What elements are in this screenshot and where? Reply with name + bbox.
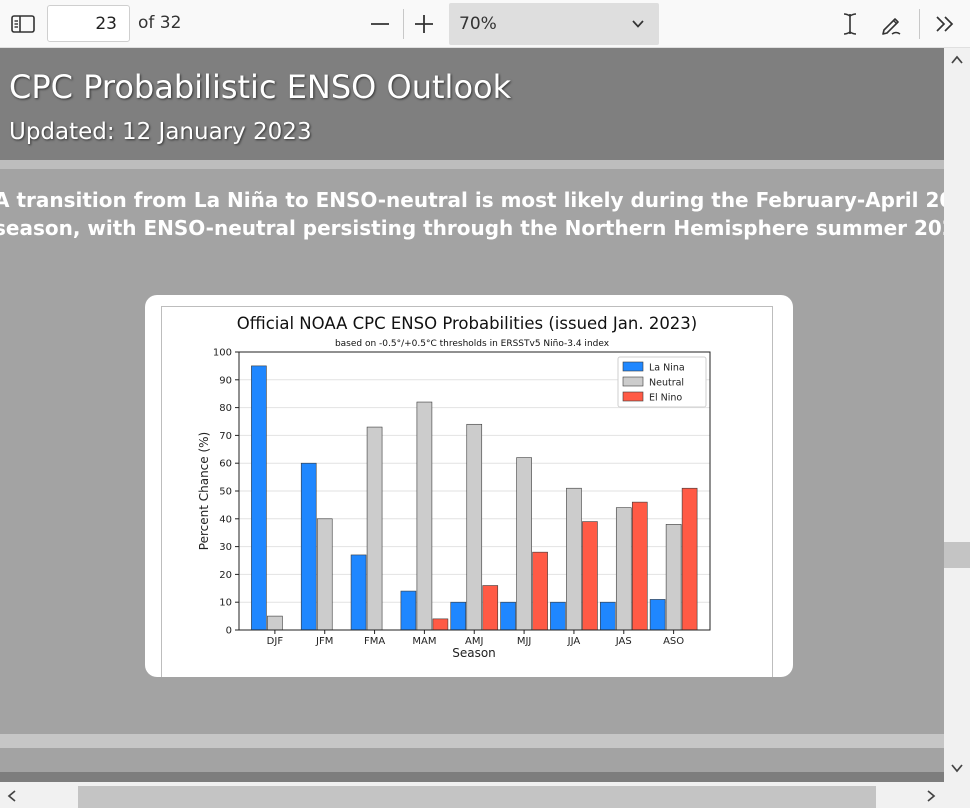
scroll-left-icon[interactable] [6,789,18,803]
legend-label: La Nina [649,363,685,374]
vertical-scrollbar-thumb[interactable] [944,542,970,568]
scroll-right-icon[interactable] [925,789,937,803]
more-tools-icon[interactable] [932,12,958,36]
x-tick-label: FMA [364,636,385,647]
y-tick-label: 20 [219,570,232,581]
chart-title: Official NOAA CPC ENSO Probabilities (is… [237,314,698,333]
y-tick-label: 0 [226,626,232,637]
zoom-in-icon[interactable] [412,12,436,36]
toolbar-divider [919,9,920,39]
bar-neutral [416,401,433,631]
statement-line: season, with ENSO-neutral persisting thr… [0,216,944,240]
title-band: CPC Probabilistic ENSO Outlook Updated: … [0,48,944,160]
x-tick-label: MJJ [517,636,532,647]
horizontal-scrollbar[interactable] [0,782,970,808]
updated-date: Updated: 12 January 2023 [9,119,312,145]
legend-label: Neutral [649,378,684,389]
bar-neutral [267,615,283,631]
x-tick-label: AMJ [465,636,483,647]
x-tick-label: DJF [267,636,284,647]
bar-el-nino [631,501,648,631]
horizontal-scrollbar-thumb[interactable] [78,786,876,808]
bar-la-nina [649,599,666,631]
y-tick-label: 70 [219,431,232,442]
page-number-input[interactable] [47,5,130,42]
y-axis-label: Percent Chance (%) [197,432,211,550]
bar-el-nino [432,618,449,631]
bar-el-nino [681,487,698,631]
zoom-level-value: 70% [459,14,497,34]
chart-frame: Official NOAA CPC ENSO Probabilities (is… [161,306,773,677]
zoom-out-icon[interactable] [368,12,392,36]
plot-area-frame [238,351,711,631]
pdf-toolbar: of 32 70% [0,0,970,48]
legend-swatch [622,376,644,387]
y-tick-label: 90 [219,375,232,386]
x-tick-label: ASO [663,636,684,647]
scroll-up-icon[interactable] [950,54,964,66]
page-divider [0,772,944,782]
scroll-down-icon[interactable] [950,762,964,774]
page-total-label: of 32 [138,13,182,33]
bar-neutral [566,487,582,631]
chevron-down-icon [632,20,644,28]
sidebar-toggle-icon[interactable] [10,13,36,35]
title-separator [0,160,944,169]
draw-icon[interactable] [878,10,906,38]
y-tick-label: 10 [219,598,232,609]
page-title: CPC Probabilistic ENSO Outlook [9,68,512,106]
y-tick-label: 80 [219,403,232,414]
legend-swatch [622,391,644,402]
bar-neutral [665,524,682,631]
bar-el-nino [582,521,598,631]
pdf-page: CPC Probabilistic ENSO Outlook Updated: … [0,48,944,782]
zoom-level-select[interactable]: 70% [449,3,659,45]
bar-neutral [466,423,483,631]
bar-la-nina [599,601,616,631]
bar-el-nino [532,551,548,631]
bar-neutral [516,457,532,631]
text-cursor-icon[interactable] [838,10,862,38]
bar-la-nina [251,365,267,631]
bar-neutral [615,507,632,631]
bar-la-nina [550,601,566,631]
bar-la-nina [400,590,417,631]
x-tick-label: JFM [315,636,333,647]
x-axis-label: Season [452,646,496,660]
toolbar-divider [403,9,404,39]
y-tick-label: 60 [219,459,232,470]
y-tick-label: 40 [219,514,232,525]
bar-el-nino [482,585,499,631]
y-tick-label: 30 [219,542,232,553]
page-divider [0,734,944,748]
chart-card: Official NOAA CPC ENSO Probabilities (is… [145,295,793,677]
bar-la-nina [350,554,367,631]
legend-label: El Nino [649,393,682,404]
statement-line: A transition from La Niña to ENSO-neutra… [0,188,944,212]
x-tick-label: JJA [567,636,581,647]
vertical-scrollbar[interactable] [944,48,970,782]
chart-subtitle: based on -0.5°/+0.5°C thresholds in ERSS… [335,339,610,349]
y-tick-label: 50 [219,487,232,498]
x-tick-label: JAS [615,636,632,647]
bar-neutral [366,426,383,631]
outlook-statement: A transition from La Niña to ENSO-neutra… [0,186,944,242]
bar-neutral [316,518,333,631]
legend-swatch [622,361,644,372]
bar-la-nina [450,601,467,631]
bar-la-nina [500,601,516,631]
enso-probability-chart: Official NOAA CPC ENSO Probabilities (is… [197,314,711,660]
x-tick-label: MAM [412,636,436,647]
y-tick-label: 100 [213,348,232,359]
bar-la-nina [300,462,317,631]
